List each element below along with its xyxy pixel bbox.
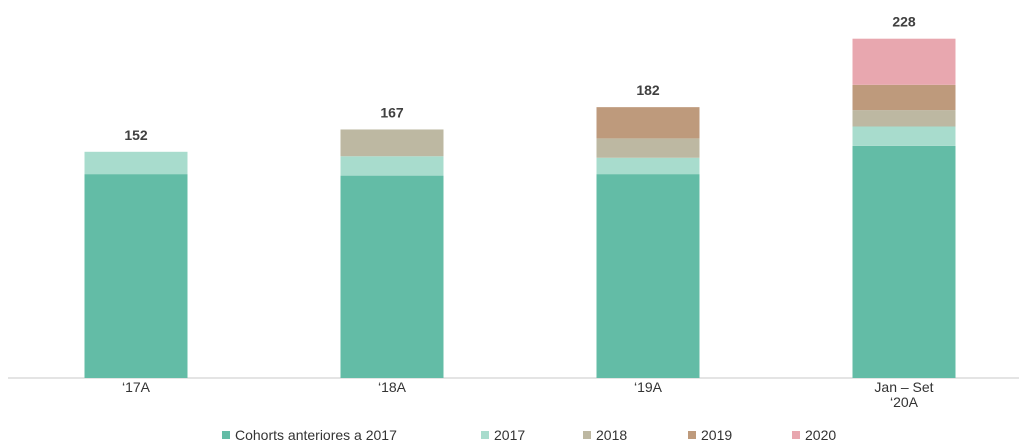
bar-segment xyxy=(340,175,444,378)
legend-label: 2019 xyxy=(701,427,733,443)
bar-segment xyxy=(852,38,956,85)
bar-segment xyxy=(596,157,700,175)
x-tick-label: ‘18A xyxy=(377,379,407,395)
legend: Cohorts anteriores a 2017 2017 2018 2019 202… xyxy=(0,427,1019,445)
x-tick-label: ‘17A xyxy=(121,379,151,395)
total-label: 152 xyxy=(124,127,148,143)
bar-segment xyxy=(340,156,444,176)
bar-segment xyxy=(84,174,188,378)
bar-segment xyxy=(596,174,700,378)
bar-segment xyxy=(596,138,700,158)
legend-item: 2020 xyxy=(792,427,836,443)
legend-label: Cohorts anteriores a 2017 xyxy=(235,427,397,443)
total-label: 167 xyxy=(380,104,404,120)
total-label: 182 xyxy=(636,82,660,98)
legend-item: 2017 xyxy=(481,427,525,443)
bar-segment xyxy=(852,145,956,378)
legend-swatch xyxy=(222,431,230,439)
x-tick-label: Jan – Set ‘20A xyxy=(874,379,934,410)
legend-swatch xyxy=(792,431,800,439)
total-label: 228 xyxy=(892,14,916,30)
legend-item: 2018 xyxy=(583,427,627,443)
legend-swatch xyxy=(481,431,489,439)
legend-item: Cohorts anteriores a 2017 xyxy=(222,427,397,443)
legend-swatch xyxy=(688,431,696,439)
bar-segment xyxy=(852,84,956,111)
legend-item: 2019 xyxy=(688,427,732,443)
bar-segment xyxy=(340,129,444,157)
legend-label: 2017 xyxy=(494,427,526,443)
legend-label: 2020 xyxy=(805,427,837,443)
bar-segment xyxy=(852,110,956,127)
bar-segment xyxy=(596,107,700,139)
legend-label: 2018 xyxy=(596,427,628,443)
legend-swatch xyxy=(583,431,591,439)
x-tick-label: ‘19A xyxy=(633,379,663,395)
bar-segment xyxy=(84,151,188,175)
bar-segment xyxy=(852,126,956,146)
